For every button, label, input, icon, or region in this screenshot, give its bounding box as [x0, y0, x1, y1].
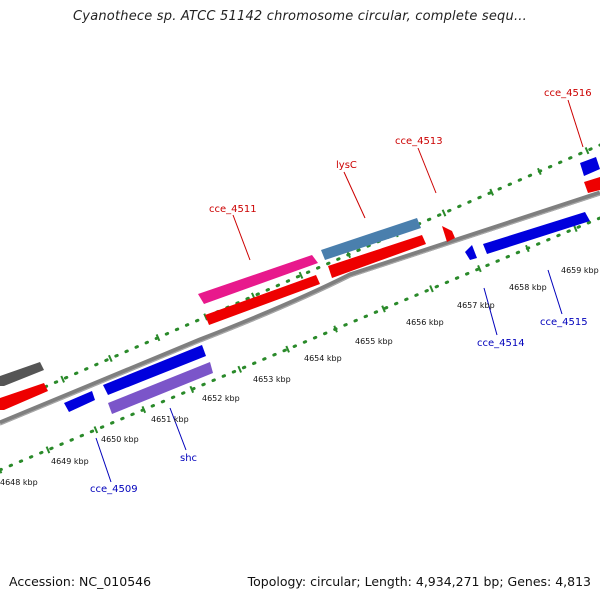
- tick-label: 4656 kbp: [406, 318, 444, 327]
- label-cce_4516[interactable]: cce_4516: [544, 88, 592, 99]
- accession-text: Accession: NC_010546: [9, 574, 152, 589]
- tick-label: 4652 kbp: [202, 394, 240, 403]
- gene-purple-arrow[interactable]: [108, 362, 213, 414]
- major-tick: [141, 405, 147, 414]
- topology-text: Topology: circular; Length: 4,934,271 bp…: [247, 574, 591, 589]
- major-tick: [573, 224, 578, 232]
- tick-label: 4649 kbp: [51, 457, 89, 466]
- outer-tick-row: [13, 143, 600, 402]
- gene-steelblue-arrow[interactable]: [321, 218, 421, 260]
- major-tick: [60, 375, 65, 383]
- gene-red-arrow-left[interactable]: [0, 383, 48, 410]
- tick-label: 4653 kbp: [253, 375, 291, 384]
- major-tick: [237, 365, 242, 373]
- leader-cce_4511: [232, 214, 251, 261]
- tick-label: 4657 kbp: [457, 301, 495, 310]
- label-lysC[interactable]: lysC: [336, 160, 357, 171]
- genome-backbone: [0, 190, 600, 426]
- leader-cce_4516: [567, 99, 584, 148]
- major-tick: [298, 271, 304, 279]
- gene-red-arrow-2[interactable]: [328, 235, 426, 278]
- tick-label: 4651 kbp: [151, 415, 189, 424]
- major-tick: [584, 147, 590, 155]
- tick-label: 4650 kbp: [101, 435, 139, 444]
- major-tick: [0, 467, 3, 474]
- major-tick: [333, 325, 338, 333]
- gene-blue-arrow-2[interactable]: [483, 212, 590, 254]
- major-tick: [525, 244, 530, 253]
- major-tick: [203, 313, 208, 321]
- leader-shc: [169, 407, 187, 451]
- genome-backbone-shade: [0, 194, 600, 426]
- major-tick: [108, 354, 113, 363]
- gene-red-arrow-top[interactable]: [584, 177, 600, 193]
- label-cce_4515[interactable]: cce_4515: [540, 317, 588, 328]
- tick-label: 4655 kbp: [355, 337, 393, 346]
- major-tick: [189, 385, 195, 394]
- label-shc[interactable]: shc: [180, 453, 197, 464]
- tick-label: 4658 kbp: [509, 283, 547, 292]
- major-tick: [489, 188, 494, 196]
- leader-cce_4514: [483, 287, 498, 336]
- gene-blue-arrow-small[interactable]: [64, 391, 95, 412]
- gene-blue-arrow-3[interactable]: [465, 245, 477, 260]
- tick-label: 4659 kbp: [561, 266, 599, 275]
- label-cce_4511[interactable]: cce_4511: [209, 204, 257, 215]
- major-tick: [537, 167, 542, 176]
- gene-magenta-arrow[interactable]: [198, 255, 318, 304]
- gene-red-arrow-1[interactable]: [205, 275, 320, 325]
- major-tick: [429, 285, 434, 293]
- label-cce_4509[interactable]: cce_4509: [90, 484, 138, 495]
- gene-blue-arrow-1[interactable]: [103, 345, 206, 395]
- label-cce_4513[interactable]: cce_4513: [395, 136, 443, 147]
- tick-label: 4654 kbp: [304, 354, 342, 363]
- gene-red-small-arrow[interactable]: [442, 226, 455, 242]
- leader-cce_4513: [417, 147, 437, 194]
- label-cce_4514[interactable]: cce_4514: [477, 338, 525, 349]
- leader-cce_4509: [95, 437, 112, 483]
- major-tick: [381, 305, 386, 313]
- gene-blue-arrow-top[interactable]: [580, 157, 600, 176]
- gene-grey-arrow[interactable]: [0, 362, 44, 386]
- major-tick: [155, 334, 161, 342]
- major-tick: [477, 265, 482, 273]
- leader-lysC: [343, 171, 366, 219]
- major-tick: [93, 426, 99, 434]
- leader-cce_4515: [547, 269, 563, 315]
- major-tick: [441, 209, 447, 217]
- major-tick: [285, 345, 290, 353]
- tick-label: 4648 kbp: [0, 478, 38, 487]
- major-tick: [45, 446, 51, 454]
- map-title: Cyanothece sp. ATCC 51142 chromosome cir…: [73, 9, 527, 24]
